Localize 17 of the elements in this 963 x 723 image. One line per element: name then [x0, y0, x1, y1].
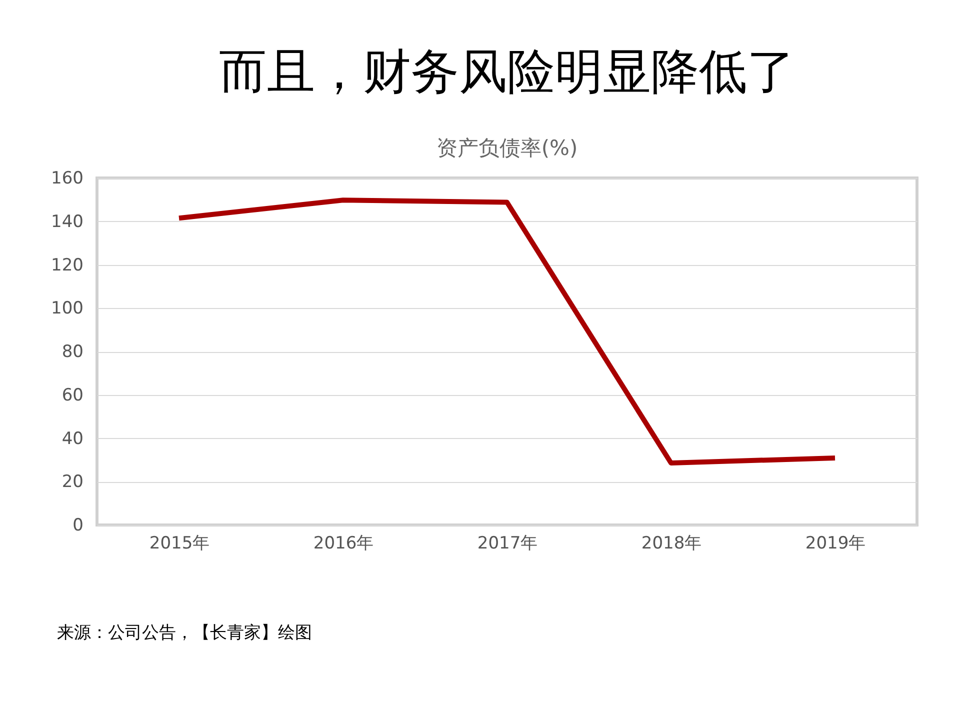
x-tick-label: 2019年 — [805, 534, 866, 554]
y-tick-label: 60 — [62, 385, 84, 406]
y-tick-label: 160 — [51, 168, 84, 188]
chart-title: 而且，财务风险明显降低了 — [219, 44, 795, 100]
source-note: 来源：公司公告，【长青家】绘图 — [57, 623, 312, 643]
x-tick-label: 2017年 — [477, 534, 538, 554]
y-tick-label: 20 — [62, 472, 84, 492]
y-tick-label: 140 — [51, 212, 84, 232]
chart-subtitle: 资产负债率(%) — [436, 136, 578, 160]
y-tick-label: 40 — [62, 428, 84, 449]
y-tick-label: 0 — [72, 516, 84, 536]
x-tick-label: 2016年 — [313, 534, 374, 554]
y-tick-label: 120 — [51, 255, 84, 276]
y-tick-label: 100 — [51, 298, 84, 319]
y-tick-label: 80 — [62, 342, 84, 362]
x-tick-label: 2015年 — [149, 534, 210, 554]
x-tick-label: 2018年 — [641, 534, 702, 554]
